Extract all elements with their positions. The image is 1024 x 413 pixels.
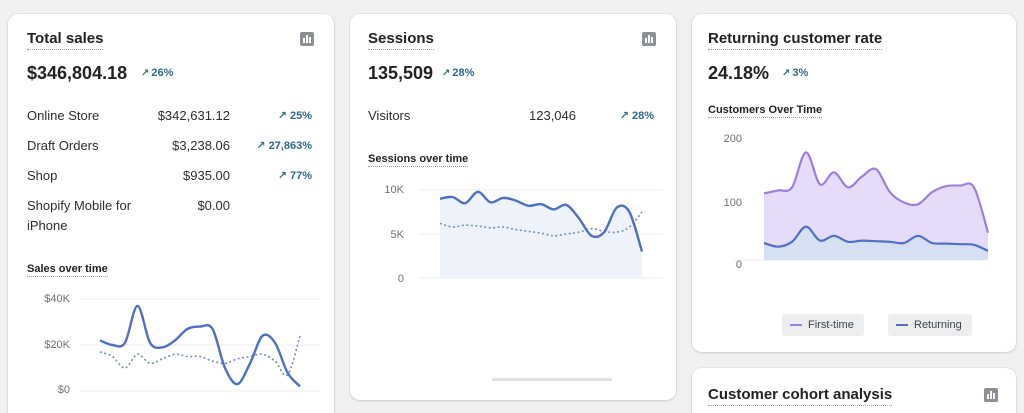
arrow-up-right-icon: ↗ [277,170,290,182]
returning-swatch [896,324,908,327]
row-trend-shop: ↗ 77% [277,170,312,182]
first-time-area [764,152,988,260]
returning-customer-title[interactable]: Returning customer rate [708,30,883,50]
returning-customer-value: 24.18% [708,63,770,83]
row-label-shop: Shop [27,168,58,183]
bar-chart-icon[interactable] [642,32,656,46]
row-trend-online-store: ↗ 25% [277,110,312,122]
row-label-shopify-mobile: Shopify Mobile for iPhone [27,198,132,233]
returning-line [763,225,989,252]
row-label-visitors: Visitors [368,108,411,123]
total-sales-value: $346,804.18 [27,63,128,83]
legend-first-time[interactable]: First-time [782,314,864,336]
customers-area-chart [734,151,990,261]
total-sales-card: Total sales $346,804.18 ↗ 26% Online Stor… [8,14,334,413]
sessions-card: Sessions 135,509 ↗ 28% Visitors 123,046 ↗… [350,14,676,400]
primary-series-line [439,190,644,252]
cohort-analysis-card: Customer cohort analysis [692,368,1016,413]
sessions-over-time-title[interactable]: Sessions over time [368,153,469,167]
arrow-up-right-icon: ↗ [256,140,269,152]
legend-returning[interactable]: Returning [888,314,972,336]
row-value-shopify-mobile: $0.00 [197,198,230,213]
total-sales-trend: ↗ 26% [141,67,174,79]
total-sales-title[interactable]: Total sales [27,30,104,50]
bar-chart-icon[interactable] [300,32,314,46]
arrow-up-right-icon: ↗ [782,68,791,79]
y-tick-customers-2: 0 [735,259,742,271]
returning-area [764,226,988,260]
comparison-series-line [99,335,301,377]
sales-over-time-title[interactable]: Sales over time [27,263,108,277]
arrow-up-right-icon: ↗ [442,68,451,79]
row-value-draft-orders: $3,238.06 [172,138,230,153]
row-value-online-store: $342,631.12 [157,108,230,123]
first-time-line [763,151,990,234]
arrow-up-right-icon: ↗ [619,110,632,122]
arrow-up-right-icon: ↗ [277,110,290,122]
returning-customer-trend: ↗ 3% [782,67,809,79]
y-tick-sales-0: $40K [44,293,70,305]
first-time-swatch [790,324,802,327]
customers-over-time-title[interactable]: Customers Over Time [708,104,823,118]
y-tick-sessions-1: 5K [390,229,404,241]
x-axis-scrollbar[interactable] [492,378,612,381]
series-area-fill [440,191,642,278]
y-tick-customers-1: 100 [723,197,742,209]
cohort-analysis-title[interactable]: Customer cohort analysis [708,386,893,406]
row-label-draft-orders: Draft Orders [27,138,99,153]
sessions-line-chart [420,189,662,279]
sessions-trend: ↗ 28% [442,67,475,79]
sessions-value: 135,509 [368,63,434,83]
y-tick-customers-0: 200 [723,133,742,145]
y-tick-sessions-2: 0 [397,273,404,285]
row-trend-draft-orders: ↗ 27,863% [256,140,312,152]
row-trend-visitors: ↗ 28% [619,110,654,122]
primary-series-line [99,304,301,388]
y-tick-sessions-0: 10K [384,184,404,196]
y-tick-sales-1: $20K [44,339,70,351]
arrow-up-right-icon: ↗ [141,68,150,79]
bar-chart-icon[interactable] [984,388,998,402]
row-value-visitors: 123,046 [529,108,576,123]
row-value-shop: $935.00 [183,168,230,183]
y-tick-sales-2: $0 [57,384,70,396]
sales-line-chart [80,298,320,392]
sessions-title[interactable]: Sessions [368,30,434,50]
returning-customer-card: Returning customer rate 24.18% ↗ 3% Custo… [692,14,1016,352]
row-label-online-store: Online Store [27,108,100,123]
